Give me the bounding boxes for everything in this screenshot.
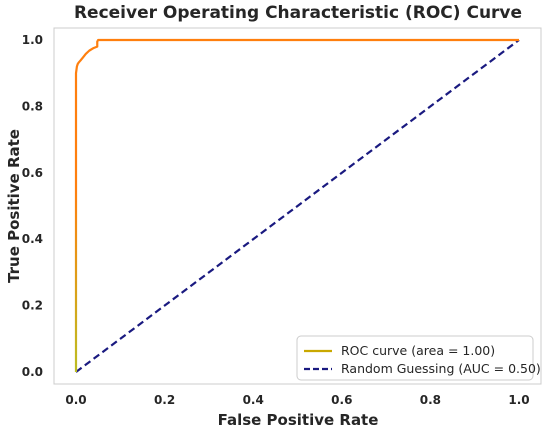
x-tick-label: 0.8: [420, 393, 441, 407]
legend: ROC curve (area = 1.00) Random Guessing …: [296, 335, 541, 381]
y-tick-label: 0.8: [22, 99, 43, 113]
legend-box: [296, 335, 534, 381]
y-tick-label: 0.4: [22, 232, 43, 246]
random-guessing-line: [75, 39, 520, 373]
y-tick-label: 0.0: [22, 365, 43, 379]
series-layer: [74, 38, 520, 373]
x-tick-label: 1.0: [508, 393, 529, 407]
y-tick-label: 0.2: [22, 299, 43, 313]
legend-roc-label: ROC curve (area = 1.00): [341, 343, 495, 358]
roc-curve-line: [74, 38, 519, 372]
x-axis-label: False Positive Rate: [218, 411, 379, 429]
y-tick-label: 1.0: [22, 33, 43, 47]
chart-title: Receiver Operating Characteristic (ROC) …: [74, 3, 522, 23]
y-tick-labels: 0.0 0.2 0.4 0.6 0.8 1.0: [22, 33, 43, 379]
x-tick-label: 0.6: [331, 393, 352, 407]
legend-random-label: Random Guessing (AUC = 0.50): [341, 361, 541, 376]
x-tick-labels: 0.0 0.2 0.4 0.6 0.8 1.0: [65, 393, 529, 407]
y-tick-label: 0.6: [22, 166, 43, 180]
x-tick-label: 0.4: [243, 393, 264, 407]
x-tick-label: 0.0: [65, 393, 86, 407]
plot-frame: [53, 27, 542, 385]
x-tick-label: 0.2: [154, 393, 175, 407]
y-axis-label: True Positive Rate: [5, 129, 23, 283]
